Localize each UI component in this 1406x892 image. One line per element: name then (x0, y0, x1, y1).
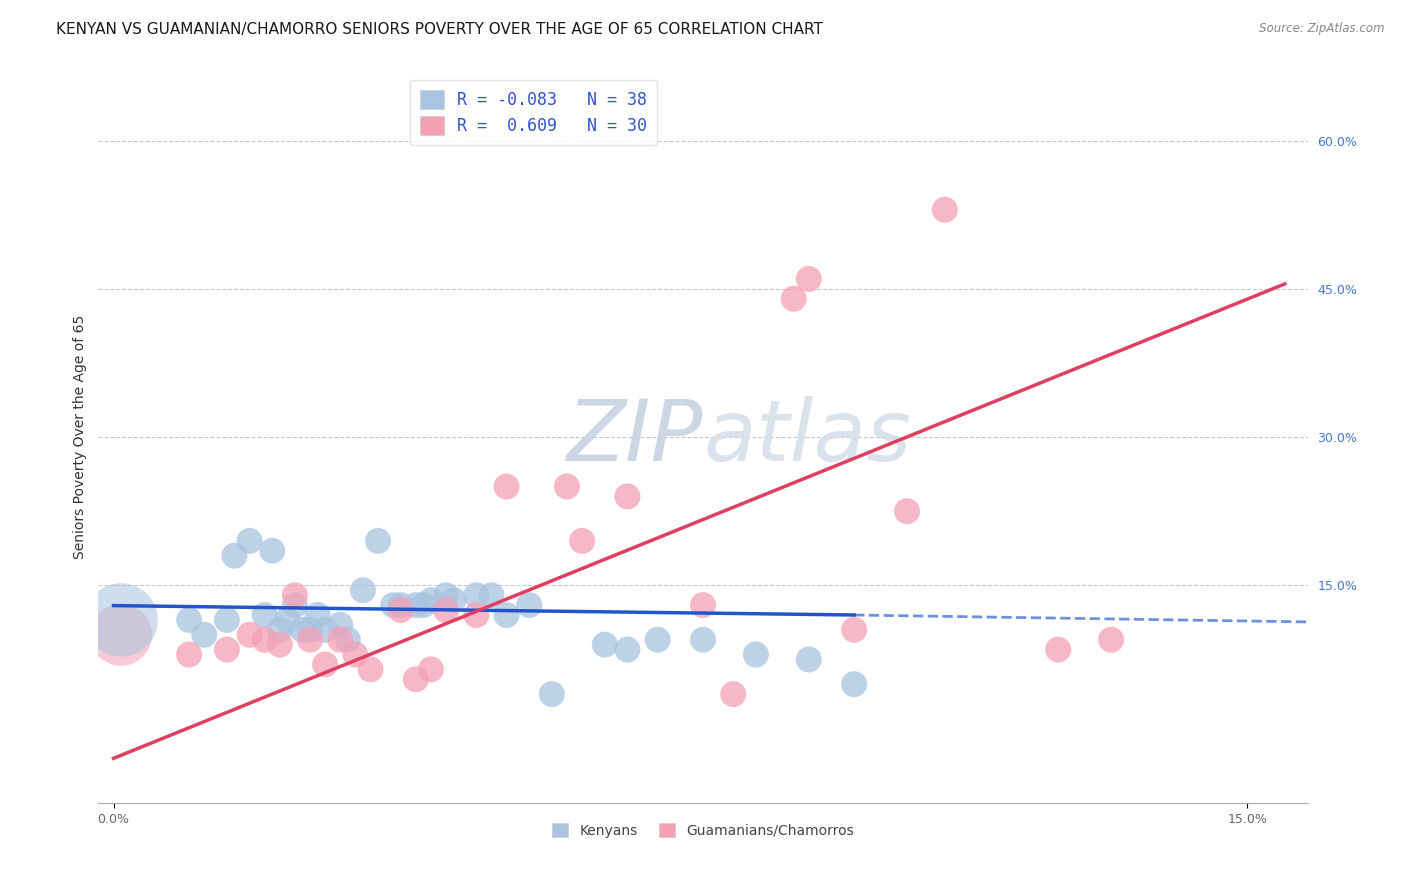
Point (284, 598, 307, 612)
Point (517, 598, 540, 612)
Point (844, 677, 866, 691)
Point (299, 632, 322, 647)
Point (1099, 632, 1122, 647)
Text: ZIP: ZIP (567, 395, 703, 479)
Point (782, 292, 804, 306)
Text: atlas: atlas (703, 395, 911, 479)
Legend: Kenyans, Guamanians/Chamorros: Kenyans, Guamanians/Chamorros (547, 817, 859, 844)
Point (616, 489, 638, 503)
Point (179, 613, 201, 627)
Point (692, 632, 714, 647)
Point (110, 628, 132, 642)
Point (844, 623, 866, 637)
Point (269, 638, 291, 652)
Point (284, 588, 307, 602)
Point (329, 618, 352, 632)
Point (616, 642, 638, 657)
Point (262, 543, 284, 558)
Text: Source: ZipAtlas.com: Source: ZipAtlas.com (1260, 22, 1385, 36)
Point (434, 588, 457, 602)
Point (239, 628, 262, 642)
Point (389, 598, 412, 612)
Point (179, 648, 201, 662)
Point (555, 479, 578, 493)
Point (465, 588, 488, 602)
Point (420, 593, 443, 607)
Point (797, 652, 820, 666)
Point (215, 613, 238, 627)
Point (405, 672, 427, 686)
Point (571, 533, 593, 548)
Point (541, 687, 564, 701)
Point (434, 603, 457, 617)
Y-axis label: Seniors Poverty Over the Age of 65: Seniors Poverty Over the Age of 65 (73, 315, 87, 559)
Point (1047, 642, 1070, 657)
Point (314, 657, 336, 672)
Point (299, 623, 322, 637)
Point (110, 613, 132, 627)
Point (215, 642, 238, 657)
Point (593, 638, 616, 652)
Point (253, 607, 276, 622)
Point (360, 662, 382, 676)
Point (443, 593, 465, 607)
Point (352, 583, 374, 598)
Point (307, 607, 329, 622)
Point (405, 598, 427, 612)
Point (420, 662, 443, 676)
Point (495, 607, 517, 622)
Point (239, 533, 262, 548)
Point (647, 632, 669, 647)
Point (276, 613, 298, 627)
Point (291, 623, 314, 637)
Point (269, 623, 291, 637)
Point (412, 598, 434, 612)
Point (253, 632, 276, 647)
Point (367, 533, 389, 548)
Point (797, 272, 820, 286)
Point (344, 648, 367, 662)
Point (224, 549, 246, 563)
Point (692, 598, 714, 612)
Point (896, 504, 918, 518)
Point (336, 632, 359, 647)
Text: KENYAN VS GUAMANIAN/CHAMORRO SENIORS POVERTY OVER THE AGE OF 65 CORRELATION CHAR: KENYAN VS GUAMANIAN/CHAMORRO SENIORS POV… (56, 22, 823, 37)
Point (389, 603, 412, 617)
Point (934, 202, 956, 217)
Point (193, 628, 215, 642)
Point (495, 479, 517, 493)
Point (382, 598, 405, 612)
Point (745, 648, 768, 662)
Point (481, 588, 503, 602)
Point (314, 623, 336, 637)
Point (723, 687, 745, 701)
Point (329, 632, 352, 647)
Point (465, 607, 488, 622)
